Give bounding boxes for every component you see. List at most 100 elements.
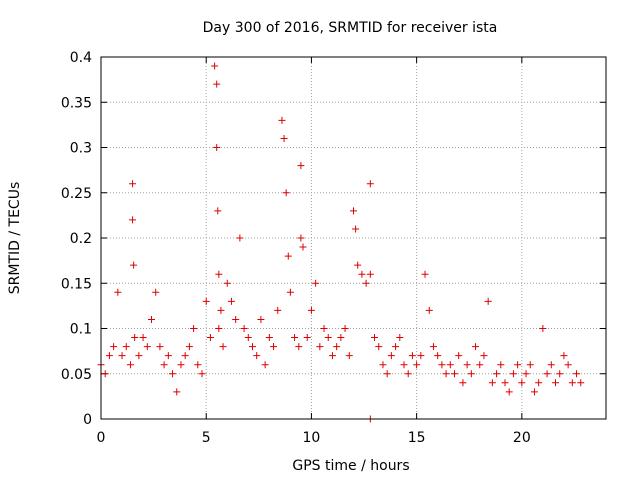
data-point: [354, 261, 362, 269]
data-point: [307, 306, 315, 314]
data-point: [375, 343, 383, 351]
data-point: [215, 270, 223, 278]
data-point: [476, 361, 484, 369]
data-point: [253, 352, 261, 360]
data-point: [219, 343, 227, 351]
data-point: [530, 388, 538, 396]
data-point: [505, 388, 513, 396]
data-point: [442, 370, 450, 378]
data-point: [265, 334, 273, 342]
data-point: [299, 243, 307, 251]
data-point: [564, 361, 572, 369]
data-point: [400, 361, 408, 369]
data-point: [303, 334, 311, 342]
data-point: [577, 379, 585, 387]
data-point: [129, 216, 137, 224]
data-point: [223, 279, 231, 287]
y-tick-label: 0.2: [70, 231, 92, 247]
data-point: [547, 361, 555, 369]
x-tick-label: 20: [513, 430, 531, 446]
data-point: [101, 370, 109, 378]
data-point: [181, 352, 189, 360]
data-point: [130, 261, 138, 269]
data-point: [404, 370, 412, 378]
data-point: [194, 361, 202, 369]
data-point: [337, 334, 345, 342]
data-point: [297, 162, 305, 170]
data-point: [122, 343, 130, 351]
data-point: [131, 334, 139, 342]
data-point: [366, 270, 374, 278]
data-point: [463, 361, 471, 369]
data-point: [312, 279, 320, 287]
data-point: [257, 315, 265, 323]
data-point: [297, 234, 305, 242]
data-point: [236, 234, 244, 242]
data-point: [240, 325, 248, 332]
data-point: [568, 379, 576, 387]
data-points: [97, 62, 585, 423]
data-point: [535, 379, 543, 387]
data-point: [425, 306, 433, 314]
y-tick-label: 0: [83, 412, 92, 428]
y-axis-label: SRMTID / TECUs: [7, 182, 23, 295]
x-tick-label: 0: [97, 430, 106, 446]
data-point: [341, 325, 349, 332]
data-point: [539, 325, 547, 332]
data-point: [198, 370, 206, 378]
data-point: [173, 388, 181, 396]
data-point: [417, 352, 425, 360]
data-point: [352, 225, 360, 233]
data-point: [488, 379, 496, 387]
data-point: [526, 361, 534, 369]
data-point: [392, 343, 400, 351]
data-point: [270, 343, 278, 351]
data-point: [286, 288, 294, 296]
data-point: [350, 207, 357, 215]
y-tick-label: 0.05: [61, 367, 92, 383]
data-point: [497, 361, 505, 369]
data-point: [217, 306, 225, 314]
data-point: [552, 379, 559, 387]
data-point: [249, 343, 256, 351]
data-point: [556, 370, 564, 378]
data-point: [261, 361, 269, 369]
data-point: [429, 343, 437, 351]
data-point: [320, 325, 328, 332]
data-point: [280, 134, 288, 142]
data-point: [206, 334, 214, 342]
data-point: [324, 334, 332, 342]
data-point: [362, 279, 370, 287]
data-point: [383, 370, 391, 378]
data-point: [278, 116, 286, 124]
plot-border: [100, 56, 607, 420]
data-point: [573, 370, 581, 378]
chart-title: Day 300 of 2016, SRMTID for receiver ist…: [203, 20, 498, 36]
data-point: [358, 270, 366, 278]
data-point: [413, 361, 421, 369]
data-point: [282, 189, 290, 197]
x-tick-label: 15: [408, 430, 426, 446]
data-point: [467, 370, 475, 378]
data-point: [345, 352, 353, 360]
data-point: [291, 334, 299, 342]
data-point: [105, 352, 113, 360]
data-point: [274, 306, 282, 314]
data-point: [509, 370, 517, 378]
data-point: [164, 352, 172, 360]
data-point: [143, 343, 151, 351]
y-tick-label: 0.3: [70, 141, 92, 157]
data-point: [366, 180, 374, 188]
data-point: [148, 315, 155, 323]
data-point: [169, 370, 177, 378]
x-tick-label: 10: [303, 430, 321, 446]
data-point: [232, 315, 240, 323]
data-point: [371, 334, 379, 342]
data-point: [333, 343, 341, 351]
data-point: [135, 352, 143, 360]
y-tick-label: 0.35: [61, 95, 92, 111]
data-point: [518, 379, 526, 387]
data-point: [438, 361, 446, 369]
data-point: [139, 334, 147, 342]
